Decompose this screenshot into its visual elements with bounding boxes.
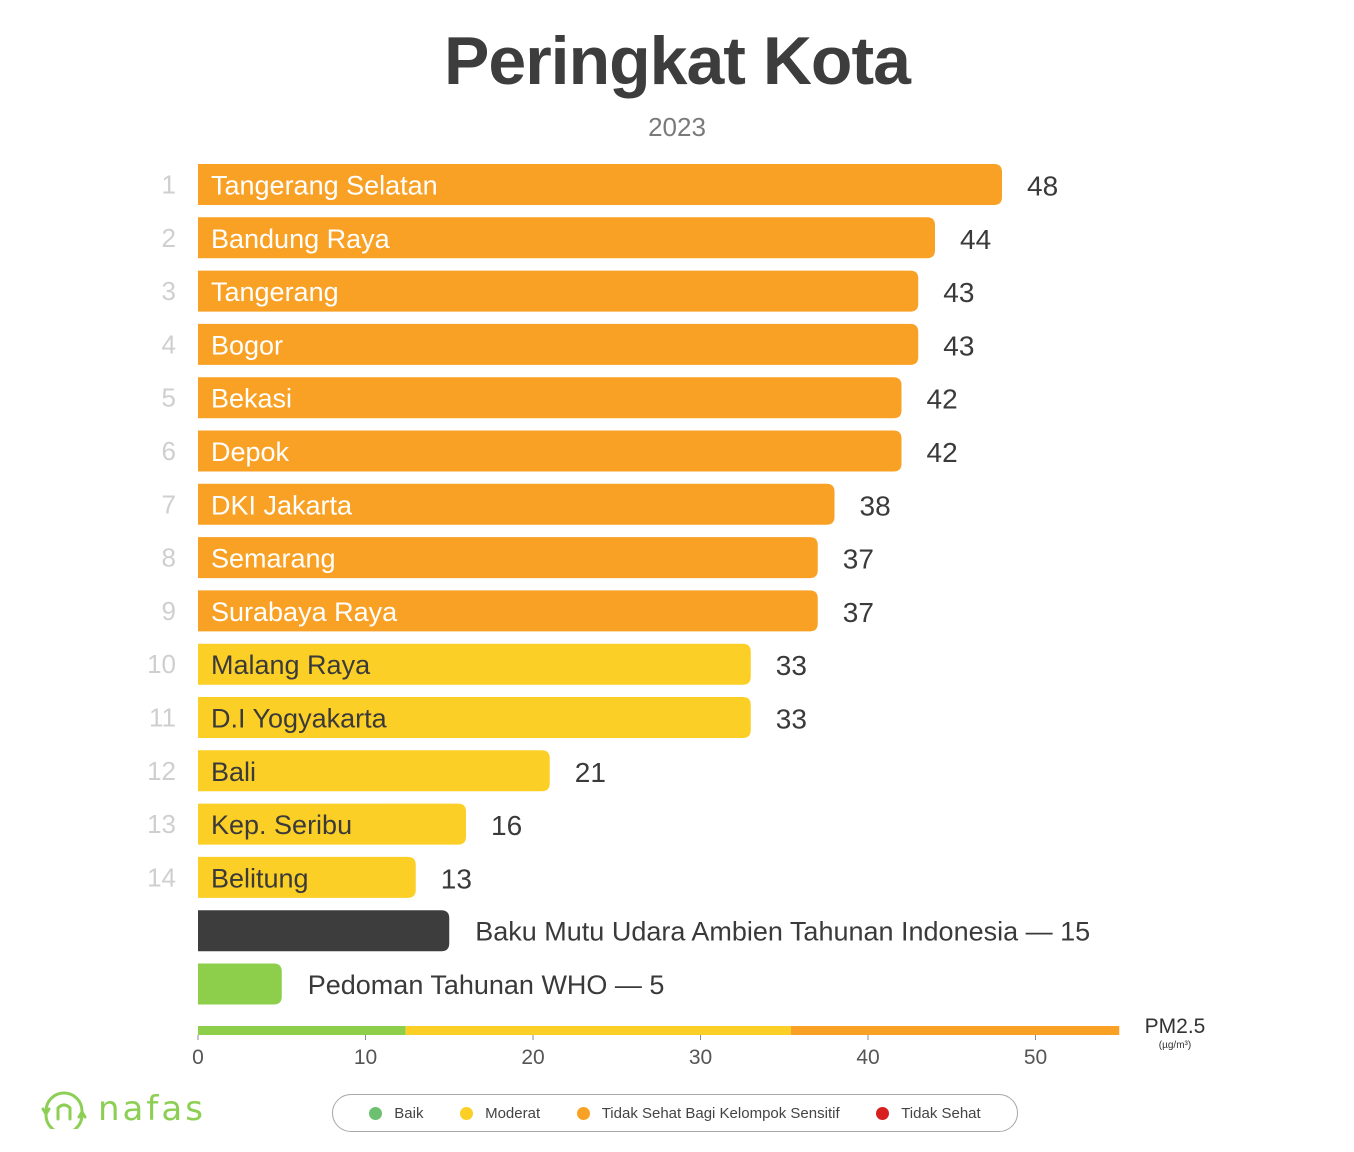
bar-category-label: D.I Yogyakarta	[211, 704, 388, 734]
scale-band	[198, 1026, 406, 1035]
legend-dot-icon	[876, 1107, 889, 1120]
rank-label: 2	[162, 223, 176, 253]
unit-sublabel: (µg/m³)	[1159, 1040, 1191, 1051]
x-tick-label: 50	[1024, 1046, 1047, 1069]
bar-category-label: Tangerang Selatan	[211, 171, 438, 201]
legend-item-moderat: Moderat	[460, 1105, 540, 1122]
rank-label: 9	[162, 596, 176, 626]
rank-label: 3	[162, 276, 176, 306]
rank-label: 11	[149, 703, 176, 733]
bar-value-label: 38	[860, 490, 891, 521]
bar-value-label: 21	[575, 757, 606, 788]
bar-value-label: 42	[927, 437, 958, 468]
bar-category-label: Surabaya Raya	[211, 597, 398, 627]
bar-category-label: Depok	[211, 437, 290, 467]
reference-bar	[198, 910, 449, 951]
bar-category-label: DKI Jakarta	[211, 490, 353, 520]
bar-category-label: Bali	[211, 757, 256, 787]
bar	[198, 431, 902, 472]
bar-category-label: Bekasi	[211, 384, 292, 414]
bar-category-label: Bogor	[211, 330, 283, 360]
bar-value-label: 42	[927, 384, 958, 415]
bar-value-label: 48	[1027, 171, 1058, 202]
rank-label: 7	[162, 489, 176, 519]
rank-label: 6	[162, 436, 176, 466]
bar-value-label: 33	[776, 650, 807, 681]
legend-dot-icon	[369, 1107, 382, 1120]
scale-band	[791, 1026, 1119, 1035]
legend-label: Baik	[394, 1105, 423, 1122]
bar-category-label: Bandung Raya	[211, 224, 391, 254]
bar-value-label: 16	[491, 810, 522, 841]
rank-label: 12	[147, 756, 176, 786]
legend-item-sensitif: Tidak Sehat Bagi Kelompok Sensitif	[577, 1105, 840, 1122]
bar-category-label: Malang Raya	[211, 650, 371, 680]
rank-label: 8	[162, 543, 176, 573]
legend-label: Tidak Sehat Bagi Kelompok Sensitif	[602, 1105, 840, 1122]
x-tick-label: 10	[354, 1046, 377, 1069]
bar-value-label: 13	[441, 863, 472, 894]
x-tick-label: 30	[689, 1046, 712, 1069]
bar-value-label: 33	[776, 704, 807, 735]
bar-category-label: Tangerang	[211, 277, 339, 307]
bar	[198, 324, 918, 365]
bar-value-label: 44	[960, 224, 991, 255]
x-tick-label: 40	[856, 1046, 879, 1069]
legend-dot-icon	[460, 1107, 473, 1120]
legend-label: Tidak Sehat	[901, 1105, 981, 1122]
bar-value-label: 43	[943, 330, 974, 361]
legend-dot-icon	[577, 1107, 590, 1120]
rank-label: 4	[162, 329, 176, 359]
rank-label: 14	[147, 862, 176, 892]
nafas-logo-icon	[40, 1089, 88, 1129]
scale-band	[406, 1026, 791, 1035]
bar-chart: 1 Tangerang Selatan 482 Bandung Raya 443 Tang…	[0, 0, 1354, 1080]
reference-label: Baku Mutu Udara Ambien Tahunan Indonesia…	[475, 917, 1090, 947]
rank-label: 1	[162, 170, 176, 200]
reference-bar	[198, 964, 282, 1005]
bar-category-label: Belitung	[211, 863, 309, 893]
brand-name: nafas	[98, 1089, 206, 1129]
x-tick-label: 0	[192, 1046, 204, 1069]
reference-label: Pedoman Tahunan WHO — 5	[308, 970, 665, 1000]
bar-value-label: 37	[843, 544, 874, 575]
bar-category-label: Kep. Seribu	[211, 810, 352, 840]
rank-label: 5	[162, 383, 176, 413]
bar-value-label: 43	[943, 277, 974, 308]
brand-logo: nafas	[40, 1086, 206, 1132]
legend: Baik Moderat Tidak Sehat Bagi Kelompok S…	[332, 1094, 1018, 1132]
legend-item-baik: Baik	[369, 1105, 423, 1122]
legend-item-tidak-sehat: Tidak Sehat	[876, 1105, 981, 1122]
rank-label: 13	[147, 809, 176, 839]
unit-label: PM2.5	[1145, 1015, 1206, 1038]
x-tick-label: 20	[521, 1046, 544, 1069]
rank-label: 10	[147, 649, 176, 679]
bar-value-label: 37	[843, 597, 874, 628]
bar-category-label: Semarang	[211, 544, 336, 574]
bar	[198, 377, 902, 418]
legend-label: Moderat	[485, 1105, 540, 1122]
